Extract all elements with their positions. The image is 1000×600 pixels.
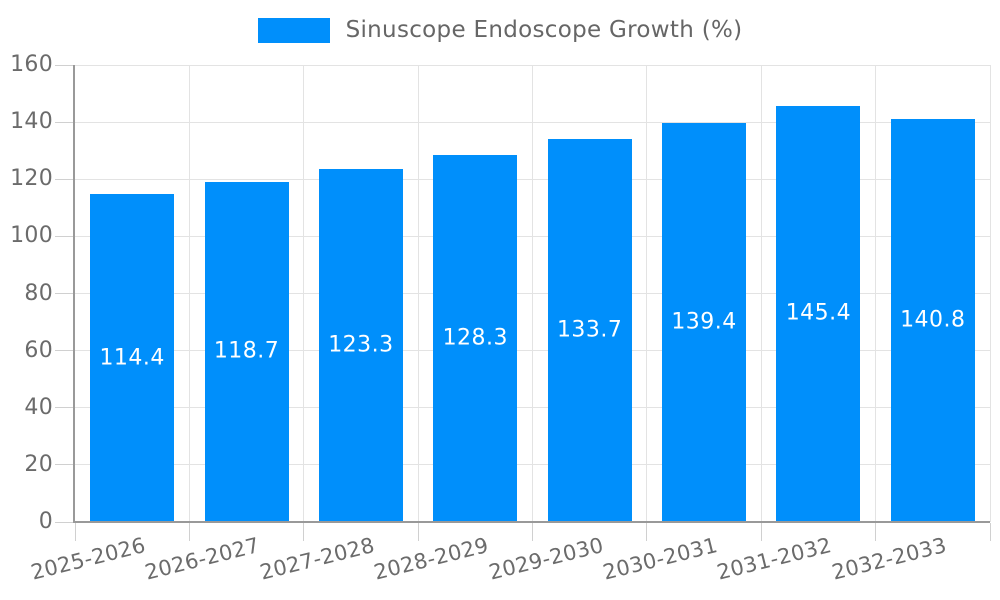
y-axis-tick bbox=[55, 64, 75, 66]
bar-value-label: 133.7 bbox=[556, 317, 623, 343]
x-axis-category-label: 2027-2028 bbox=[257, 533, 377, 585]
bar-2031-2032[interactable]: 145.4 bbox=[776, 105, 861, 521]
x-axis-category-label: 2031-2032 bbox=[714, 533, 835, 585]
bar-2027-2028[interactable]: 123.3 bbox=[318, 168, 403, 521]
x-axis-tick bbox=[417, 523, 419, 541]
bar-value-label: 140.8 bbox=[900, 307, 966, 333]
y-axis-tick-label: 20 bbox=[24, 451, 53, 477]
x-axis-category-label: 2029-2030 bbox=[485, 533, 606, 585]
gridline-vertical bbox=[646, 65, 648, 522]
bar-2026-2027[interactable]: 118.7 bbox=[204, 181, 289, 521]
y-axis-tick-label: 80 bbox=[24, 280, 53, 306]
bar-value-label: 123.3 bbox=[328, 332, 394, 358]
bar-value-label: 139.4 bbox=[671, 309, 737, 335]
chart-legend: Sinuscope Endoscope Growth (%) bbox=[0, 17, 1000, 43]
y-axis-tick bbox=[55, 350, 75, 352]
legend-item[interactable]: Sinuscope Endoscope Growth (%) bbox=[257, 17, 743, 43]
bar-2025-2026[interactable]: 114.4 bbox=[90, 194, 175, 521]
y-axis-tick-label: 60 bbox=[24, 337, 53, 363]
gridline-vertical bbox=[989, 65, 991, 522]
gridline-vertical bbox=[532, 65, 533, 522]
bar-value-label: 118.7 bbox=[213, 338, 280, 364]
bar-2030-2031[interactable]: 139.4 bbox=[662, 122, 747, 521]
y-axis-tick bbox=[55, 178, 75, 180]
y-axis-line bbox=[73, 65, 75, 523]
bar-value-label: 128.3 bbox=[442, 325, 509, 351]
gridline-vertical bbox=[417, 65, 419, 522]
y-axis-tick bbox=[55, 293, 75, 294]
x-axis-tick bbox=[303, 523, 305, 541]
x-axis-tick bbox=[760, 523, 762, 541]
y-axis-tick-label: 160 bbox=[10, 52, 53, 77]
x-axis-tick bbox=[74, 523, 76, 541]
y-axis-tick bbox=[55, 407, 75, 409]
x-axis-tick bbox=[188, 523, 190, 541]
legend-swatch bbox=[257, 17, 330, 43]
y-axis-tick bbox=[55, 121, 75, 123]
x-axis-line bbox=[73, 521, 990, 523]
y-axis-tick bbox=[55, 235, 75, 237]
bar-value-label: 145.4 bbox=[785, 300, 852, 326]
x-axis-tick bbox=[532, 523, 533, 541]
x-axis-category-label: 2030-2031 bbox=[600, 533, 720, 585]
gridline-vertical bbox=[760, 65, 762, 522]
x-axis-category-label: 2026-2027 bbox=[142, 533, 263, 585]
y-axis-tick-label: 40 bbox=[24, 394, 53, 420]
x-axis-category-label: 2032-2033 bbox=[829, 533, 949, 585]
y-axis-tick bbox=[55, 521, 75, 523]
x-axis-tick bbox=[646, 523, 648, 541]
y-axis-tick-label: 140 bbox=[10, 109, 53, 135]
x-axis-tick bbox=[989, 523, 991, 541]
x-axis-tick bbox=[875, 523, 877, 541]
y-axis-tick-label: 0 bbox=[38, 509, 53, 534]
x-axis-category-label: 2025-2026 bbox=[28, 533, 148, 585]
gridline-vertical bbox=[875, 65, 877, 522]
bar-value-label: 114.4 bbox=[99, 345, 165, 371]
gridline-vertical bbox=[188, 65, 190, 522]
x-axis-category-label: 2028-2029 bbox=[371, 533, 492, 585]
legend-label: Sinuscope Endoscope Growth (%) bbox=[345, 17, 743, 43]
bar-2032-2033[interactable]: 140.8 bbox=[890, 118, 975, 521]
bar-2029-2030[interactable]: 133.7 bbox=[547, 139, 632, 521]
y-axis-tick-label: 100 bbox=[10, 223, 53, 249]
gridline-vertical bbox=[303, 65, 305, 522]
y-axis-tick bbox=[55, 464, 75, 466]
bar-2028-2029[interactable]: 128.3 bbox=[433, 154, 518, 521]
y-axis-tick-label: 120 bbox=[10, 166, 53, 192]
